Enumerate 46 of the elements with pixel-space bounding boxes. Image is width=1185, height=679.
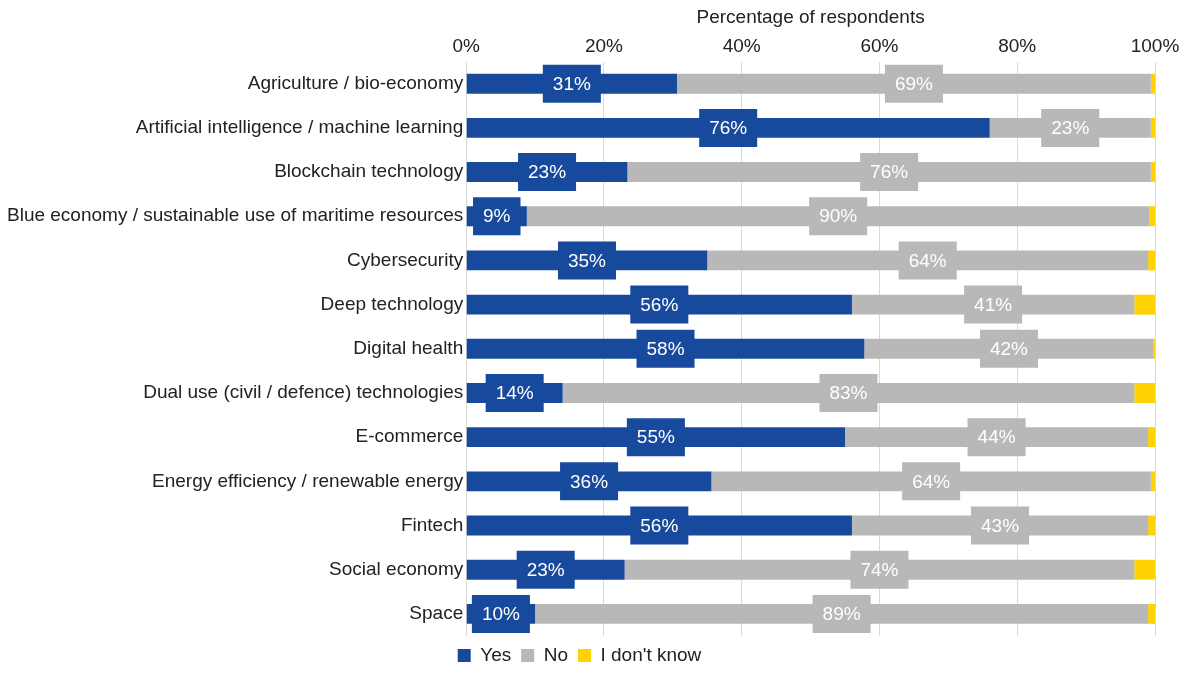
data-label: 58% <box>646 338 685 360</box>
data-label: 23% <box>1051 117 1090 139</box>
x-tick-label: 0% <box>452 35 481 57</box>
data-label: 64% <box>912 470 951 492</box>
y-tick-label: Artificial intelligence / machine learning <box>135 116 464 138</box>
data-label: 64% <box>908 249 947 271</box>
x-tick-label: 40% <box>722 35 761 57</box>
y-tick-label: Cybersecurity <box>347 248 464 270</box>
y-tick-label: Dual use (civil / defence) technologies <box>143 381 464 403</box>
y-tick-label: Deep technology <box>320 292 464 314</box>
x-tick-label: 100% <box>1130 35 1180 57</box>
y-tick-label: Social economy <box>329 557 464 579</box>
data-label: 36% <box>570 470 609 492</box>
data-label: 42% <box>989 338 1029 360</box>
data-label: 74% <box>860 558 899 580</box>
data-label: 89% <box>822 603 861 625</box>
data-label: 76% <box>709 117 748 139</box>
y-tick-label: Fintech <box>400 513 464 535</box>
data-label: 43% <box>981 514 1020 536</box>
data-label: 69% <box>894 72 934 94</box>
data-label: 56% <box>640 514 679 536</box>
data-label: 23% <box>528 161 567 183</box>
legend-label: Yes <box>480 643 512 665</box>
y-tick-label: Space <box>409 602 464 624</box>
x-axis-title: Percentage of respondents <box>696 5 925 27</box>
data-label: 44% <box>977 426 1016 448</box>
data-label: 90% <box>819 205 858 227</box>
legend-label: I don't know <box>600 643 702 665</box>
y-tick-label: Energy efficiency / renewable energy <box>151 469 464 491</box>
x-tick-label: 80% <box>998 35 1037 57</box>
data-label: 31% <box>552 72 591 94</box>
data-label: 23% <box>526 558 565 580</box>
y-tick-label: E-commerce <box>355 425 464 447</box>
y-tick-label: Blue economy / sustainable use of maritime resources <box>6 204 464 226</box>
y-tick-label: Agriculture / bio-economy <box>247 71 464 93</box>
legend-label: No <box>543 643 568 665</box>
data-label: 83% <box>829 382 868 404</box>
data-label: 55% <box>636 426 675 448</box>
data-label: 35% <box>567 249 607 271</box>
data-label: 76% <box>870 161 909 183</box>
y-tick-label: Digital health <box>353 337 464 359</box>
x-tick-label: 20% <box>584 35 624 57</box>
x-tick-label: 60% <box>860 35 899 57</box>
data-label: 56% <box>640 293 679 315</box>
y-tick-label: Blockchain technology <box>274 160 464 182</box>
data-label: 41% <box>974 293 1013 315</box>
